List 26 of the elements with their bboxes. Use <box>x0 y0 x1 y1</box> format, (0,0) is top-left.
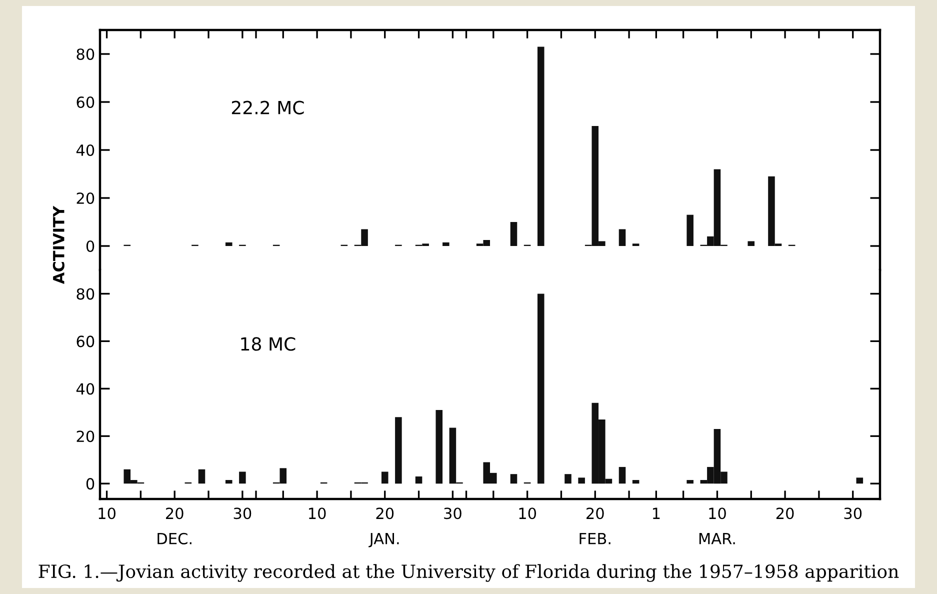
text: 18 MC <box>241 337 296 351</box>
y-tick-label: 0 <box>86 478 94 490</box>
x-tick-label: 20 DEC. <box>158 508 192 544</box>
x-tick-label: 20 JAN. <box>368 508 399 548</box>
y-tick-label: 0 <box>86 240 94 252</box>
y-tick-label: 60 <box>76 96 94 108</box>
x-tick-label: 20 <box>776 508 794 520</box>
caption: FIG. 1.—Jovian activity recorded at the University of Florida during the 1957–1958 apparition <box>38 564 899 582</box>
y-tick-label: 40 <box>76 383 94 395</box>
y-tick-label: 20 <box>76 192 94 204</box>
y-tick-label: 80 <box>76 288 94 300</box>
y-tick-label: 80 <box>76 48 94 60</box>
x-tick-label: 30 <box>234 508 252 520</box>
x-tick-label: 10 <box>519 508 536 520</box>
x-tick-label: 10 <box>309 508 326 520</box>
x-tick-label: 20 FEB. <box>580 508 610 544</box>
x-tick-label: 10 <box>98 508 116 520</box>
x-tick-label: 10 MAR. <box>699 508 735 544</box>
x-tick-label: 30 <box>844 508 862 520</box>
y-axis-title: ACTIVITY <box>52 206 64 284</box>
x-tick-label: 30 <box>444 508 462 520</box>
y-tick-label: 60 <box>76 336 94 348</box>
text: 22.2 MC <box>232 100 304 114</box>
y-tick-label: 20 <box>76 430 94 442</box>
x-tick-label: 1 <box>652 508 660 519</box>
y-tick-label: 40 <box>76 144 94 156</box>
